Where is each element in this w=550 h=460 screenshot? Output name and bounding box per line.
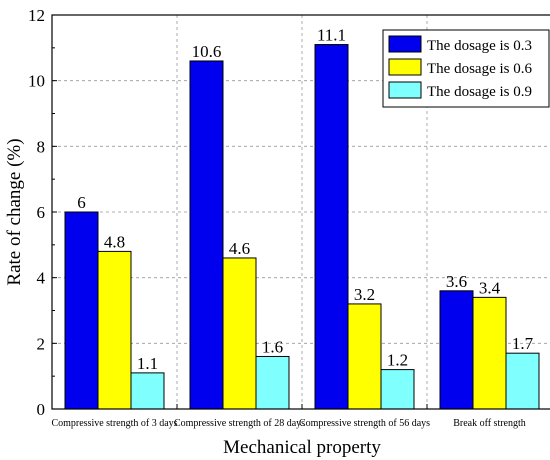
bar xyxy=(380,369,415,410)
bar-value-label: 4.8 xyxy=(104,232,125,251)
y-tick-label: 8 xyxy=(37,137,46,156)
bar-value-label: 1.6 xyxy=(262,337,283,356)
bar-value-label: 10.6 xyxy=(192,42,222,61)
legend-swatch xyxy=(388,35,422,53)
y-tick-label: 2 xyxy=(37,334,46,353)
bar xyxy=(439,290,474,410)
legend: The dosage is 0.3 The dosage is 0.6 The do… xyxy=(382,29,550,108)
legend-swatch xyxy=(388,58,422,76)
bar xyxy=(130,372,165,410)
y-tick-label: 0 xyxy=(37,400,46,419)
bar xyxy=(255,355,290,410)
y-axis-title: Rate of change (%) xyxy=(4,138,25,285)
x-tick-label: Compressive strength of 3 days xyxy=(51,418,177,429)
bar-value-label: 3.6 xyxy=(446,272,467,291)
x-tick-label: Compressive strength of 56 days xyxy=(299,418,430,429)
legend-label: The dosage is 0.9 xyxy=(427,84,532,100)
bar xyxy=(64,211,99,410)
legend-label: The dosage is 0.6 xyxy=(427,61,532,77)
legend-swatch xyxy=(388,81,422,99)
bar-value-label: 1.7 xyxy=(512,334,534,353)
bar xyxy=(314,44,349,410)
bar-value-label: 1.1 xyxy=(137,354,158,373)
bar-value-label: 11.1 xyxy=(317,26,346,45)
bar-value-label: 3.4 xyxy=(479,278,501,297)
bar xyxy=(347,303,382,410)
bar xyxy=(222,257,257,410)
data-labels: 6 10.6 11.1 3.6 4.8 4.6 3.2 3.4 1.1 1.6 1.2 1.7 xyxy=(77,26,533,373)
y-tick-label: 4 xyxy=(37,269,46,288)
y-tick-label: 12 xyxy=(28,6,45,25)
bar-value-label: 6 xyxy=(77,193,86,212)
bar-value-label: 4.6 xyxy=(229,239,250,258)
x-tick-label: Break off strength xyxy=(453,418,526,429)
bar xyxy=(97,250,132,410)
bars xyxy=(64,44,540,410)
bar xyxy=(189,60,224,410)
x-axis-title: Mechanical property xyxy=(223,437,381,458)
x-tick-label: Compressive strength of 28 days xyxy=(174,418,305,429)
bar xyxy=(505,352,540,410)
bar-value-label: 1.2 xyxy=(387,351,408,370)
bar xyxy=(472,296,507,410)
bar-value-label: 3.2 xyxy=(354,285,375,304)
legend-label: The dosage is 0.3 xyxy=(427,38,532,54)
y-tick-label: 10 xyxy=(28,72,45,91)
y-tick-label: 6 xyxy=(37,203,46,222)
